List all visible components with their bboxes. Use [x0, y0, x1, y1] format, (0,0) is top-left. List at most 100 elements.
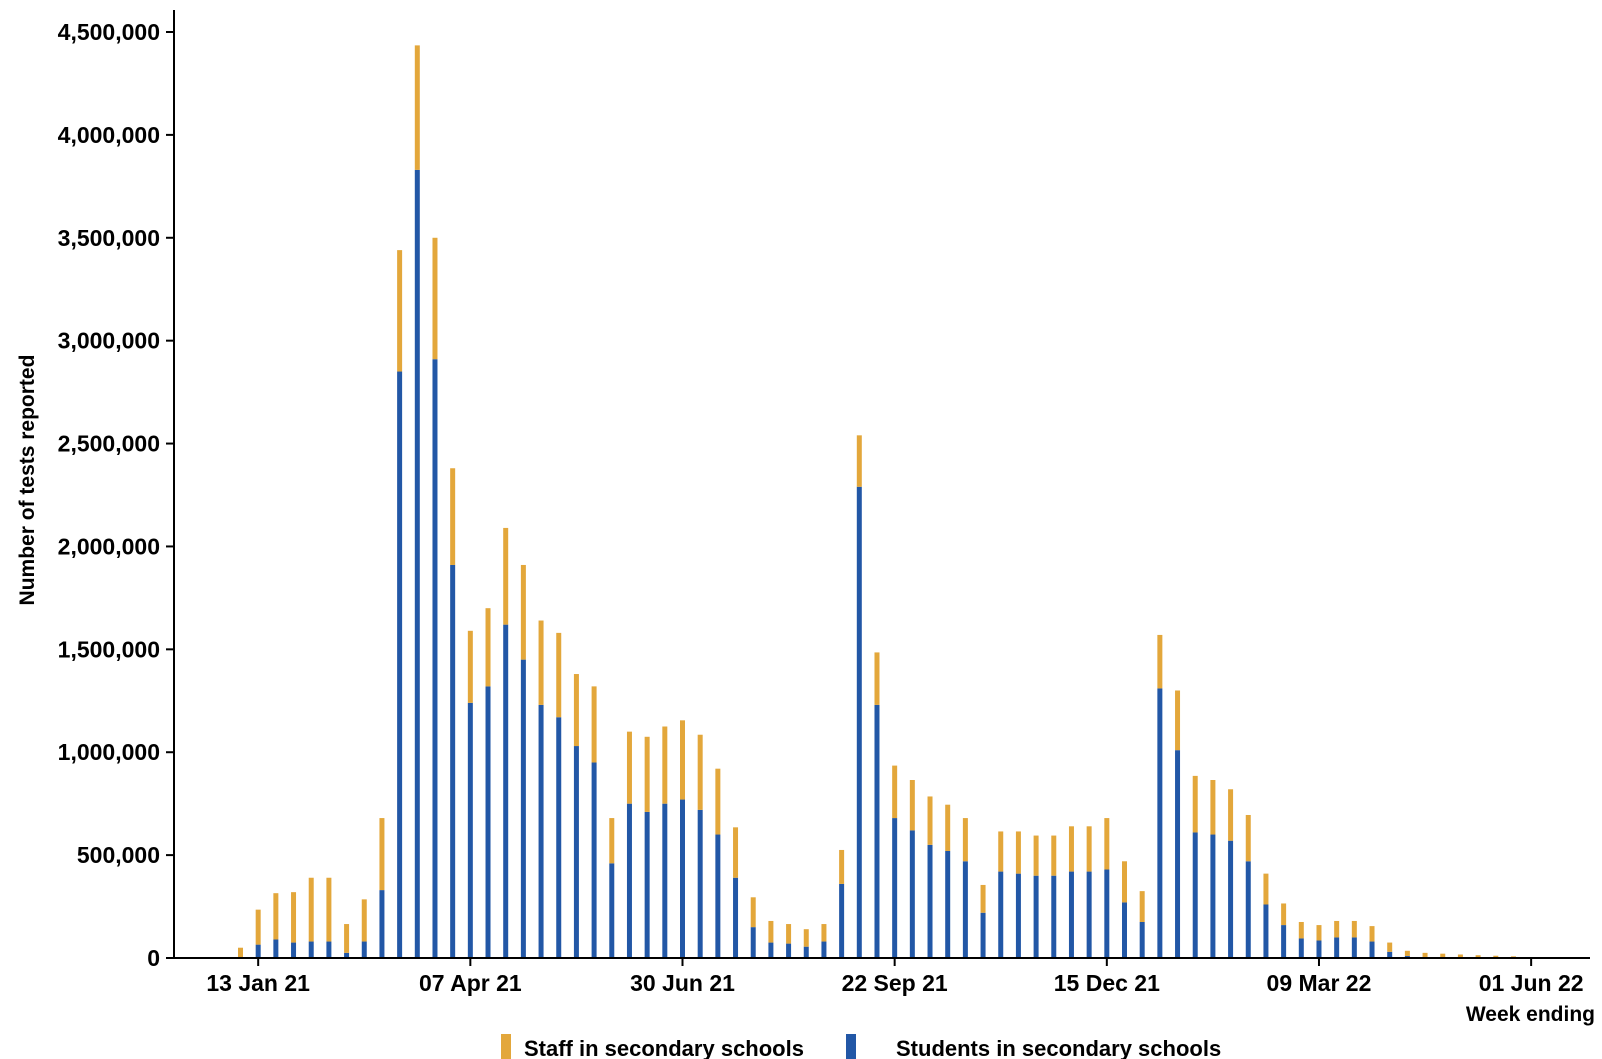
bar-students: [1122, 902, 1127, 958]
bar-students: [733, 877, 739, 958]
bar-staff: [892, 765, 898, 819]
bar-staff: [450, 468, 456, 565]
bar-staff: [238, 947, 243, 958]
bar-staff: [1351, 920, 1357, 938]
y-tick-label: 1,500,000: [58, 636, 160, 662]
bar-staff: [1210, 780, 1216, 835]
bar-staff: [750, 897, 756, 928]
bar-students: [750, 927, 756, 958]
y-tick-label: 3,000,000: [58, 328, 160, 354]
bar-students: [291, 942, 297, 958]
bar-students: [379, 890, 385, 958]
bar-students: [998, 871, 1004, 958]
y-tick-label: 3,500,000: [58, 225, 160, 251]
bar-students: [1316, 940, 1322, 958]
bar-staff: [1298, 921, 1304, 939]
bar-students: [626, 803, 632, 958]
x-tick-label: 07 Apr 21: [419, 970, 522, 996]
bar-staff: [485, 608, 491, 687]
bar-students: [414, 169, 420, 959]
bar-staff: [1263, 873, 1269, 905]
bar-students: [1051, 875, 1057, 958]
bar-staff: [927, 796, 933, 845]
bar-staff: [467, 630, 473, 703]
bar-staff: [803, 929, 809, 947]
bar-staff: [697, 734, 703, 810]
bar-staff: [980, 884, 986, 913]
bar-staff: [1068, 826, 1074, 872]
bar-staff: [1228, 789, 1234, 841]
bar-students: [1033, 875, 1039, 958]
bar-students: [1351, 937, 1357, 958]
bar-staff: [1475, 955, 1481, 958]
bar-students: [1245, 861, 1251, 958]
bar-students: [1139, 921, 1145, 958]
bar-staff: [1387, 942, 1393, 952]
bar-students: [450, 564, 456, 958]
bar-staff: [768, 920, 774, 943]
bar-students: [945, 850, 951, 958]
bar-students: [1104, 869, 1110, 958]
y-tick-label: 1,000,000: [58, 739, 160, 765]
legend-label-staff: Staff in secondary schools: [524, 1036, 804, 1059]
bar-staff: [503, 527, 509, 625]
bar-students: [1086, 871, 1092, 958]
bar-staff: [379, 818, 385, 891]
bar-students: [892, 818, 898, 958]
x-tick-label: 22 Sep 21: [842, 970, 948, 996]
bar-students: [538, 704, 544, 958]
legend: Staff in secondary schools Students in s…: [501, 1034, 1221, 1059]
bar-students: [1404, 955, 1410, 958]
x-tick-label: 13 Jan 21: [206, 970, 310, 996]
y-axis-ticks: 0 500,000 1,000,000 1,500,000 2,000,000 2,500…: [58, 19, 174, 971]
y-tick-label: 2,000,000: [58, 533, 160, 559]
bar-students: [485, 686, 491, 958]
legend-swatch-staff: [501, 1034, 511, 1059]
bar-staff: [432, 237, 438, 360]
bar-students: [803, 946, 809, 958]
bar-students: [680, 799, 685, 958]
bar-staff: [644, 736, 650, 812]
bar-staff: [1316, 925, 1322, 941]
bar-staff: [715, 768, 721, 835]
bar-marks: [238, 45, 1516, 959]
bar-students: [1015, 873, 1021, 958]
y-tick-label: 4,000,000: [58, 122, 160, 148]
bar-students: [361, 941, 367, 958]
bar-students: [821, 941, 827, 958]
bar-staff: [945, 804, 951, 851]
bar-students: [644, 811, 650, 958]
y-tick-label: 2,500,000: [58, 431, 160, 457]
bar-staff: [680, 720, 685, 800]
bar-staff: [1104, 818, 1110, 870]
bar-staff: [397, 250, 403, 372]
bar-students: [1228, 840, 1234, 958]
bar-staff: [874, 652, 880, 705]
bar-students: [556, 717, 562, 958]
bar-students: [1068, 871, 1074, 958]
bar-staff: [786, 924, 792, 944]
x-axis-title: Week ending: [1466, 1003, 1595, 1026]
bar-students: [1281, 925, 1287, 958]
bar-staff: [273, 893, 279, 940]
bar-staff: [1457, 954, 1463, 958]
x-tick-label: 09 Mar 22: [1267, 970, 1372, 996]
bar-students: [715, 834, 721, 958]
bar-staff: [1033, 835, 1039, 876]
bar-staff: [1404, 950, 1410, 956]
bar-students: [591, 762, 597, 958]
bar-students: [839, 883, 845, 958]
bar-staff: [591, 686, 597, 763]
bar-staff: [361, 899, 367, 942]
bar-students: [1192, 832, 1198, 958]
bar-staff: [1334, 920, 1340, 938]
bar-students: [980, 912, 986, 958]
bar-staff: [998, 831, 1004, 872]
bar-students: [609, 863, 615, 958]
bar-students: [1369, 941, 1375, 958]
bar-staff: [626, 731, 632, 804]
bar-students: [768, 942, 774, 958]
bar-staff: [344, 924, 350, 953]
bar-students: [326, 941, 332, 958]
